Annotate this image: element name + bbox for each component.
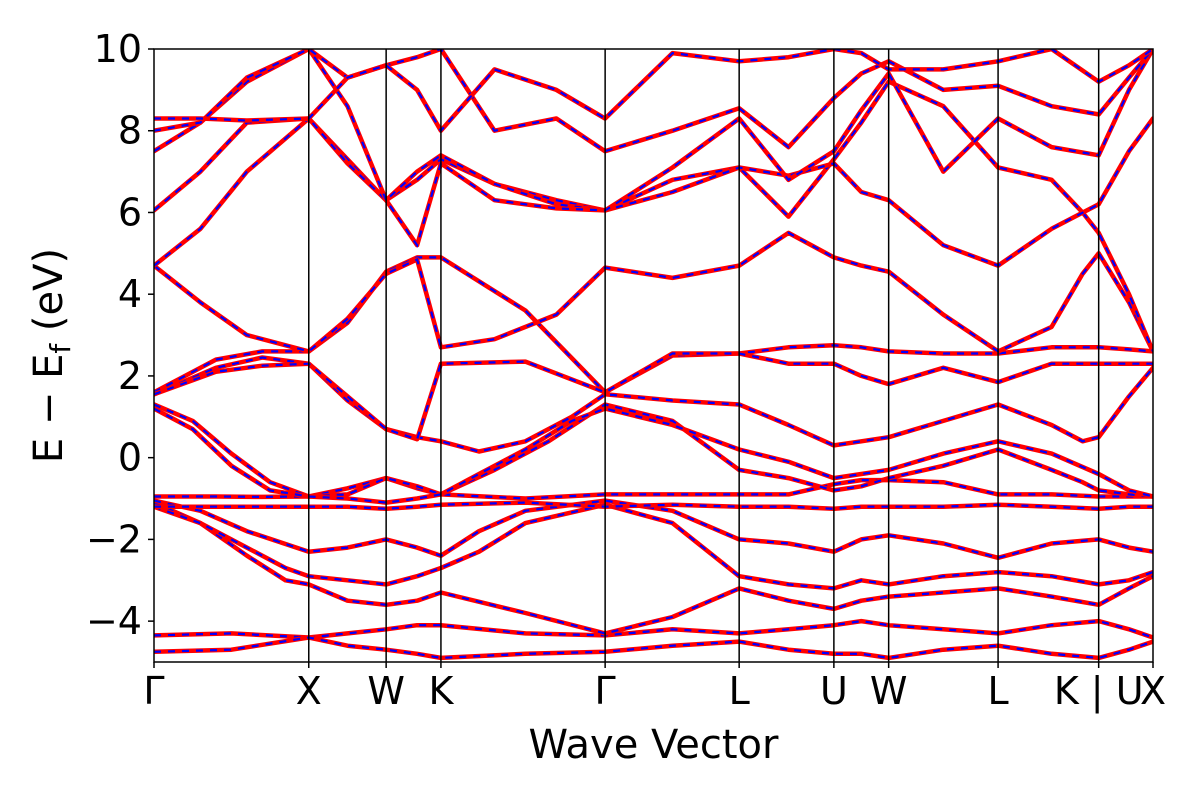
x-axis-title: Wave Vector: [529, 722, 780, 768]
x-tick-label-3: K: [428, 669, 454, 713]
band-3-blue: [154, 501, 1153, 635]
x-tick-label-10: X: [1140, 669, 1166, 713]
y-tick-label-7: 10: [94, 27, 142, 71]
band-13-red: [154, 230, 1153, 354]
y-tick-label-4: 4: [118, 272, 142, 316]
plot-frame: [153, 48, 1154, 663]
band-17-red: [154, 49, 1153, 154]
y-tick-label-2: 0: [118, 436, 142, 480]
band-12-blue: [154, 352, 1153, 441]
y-axis-title-subscript: f: [44, 343, 77, 354]
y-axis-ticks: −4 −2 0 2 4 6 8 10: [86, 27, 154, 643]
y-axis-title: E − Ef (eV): [26, 248, 77, 463]
band-17-blue: [154, 49, 1153, 153]
kpoint-lines: [308, 49, 1100, 662]
band-1-blue: [154, 619, 1153, 639]
bands-layer: [154, 49, 1153, 661]
x-tick-label-8: L: [987, 669, 1008, 713]
band-3-red: [154, 500, 1153, 636]
band-12-red: [154, 351, 1153, 442]
y-axis-title-main: E − E: [26, 354, 72, 464]
band-11-red: [154, 255, 1153, 395]
x-tick-label-2: W: [367, 669, 405, 713]
x-tick-label-6: U: [820, 669, 848, 713]
band-10-blue: [154, 356, 1153, 453]
band-11-blue: [154, 256, 1153, 394]
band-15-red: [154, 116, 1153, 268]
band-16-red: [154, 49, 1153, 248]
band-10-red: [154, 355, 1153, 454]
y-tick-label-5: 6: [118, 190, 142, 234]
band-4-red: [154, 502, 1153, 591]
x-tick-label-5: L: [729, 669, 750, 713]
band-5-blue: [154, 499, 1153, 559]
x-tick-label-1: X: [296, 669, 322, 713]
x-tick-label-0: Γ: [143, 669, 164, 713]
band-13-blue: [154, 231, 1153, 353]
band-18-blue: [154, 49, 1153, 133]
band-15-blue: [154, 117, 1153, 267]
x-tick-label-7: W: [870, 669, 908, 713]
band-9-red: [154, 406, 1153, 505]
band-9-blue: [154, 407, 1153, 504]
y-axis-title-unit: (eV): [26, 248, 72, 344]
y-tick-label-3: 2: [118, 354, 142, 398]
x-tick-label-4: Γ: [595, 669, 616, 713]
x-tick-label-9: K | U: [1054, 669, 1144, 714]
band-14-blue: [154, 80, 1153, 352]
band-6-blue: [154, 476, 1153, 500]
band-16-blue: [154, 49, 1153, 248]
y-tick-label-1: −2: [86, 517, 142, 561]
band-2-red: [154, 635, 1153, 661]
y-tick-label-0: −4: [86, 599, 142, 643]
y-tick-label-6: 8: [118, 109, 142, 153]
